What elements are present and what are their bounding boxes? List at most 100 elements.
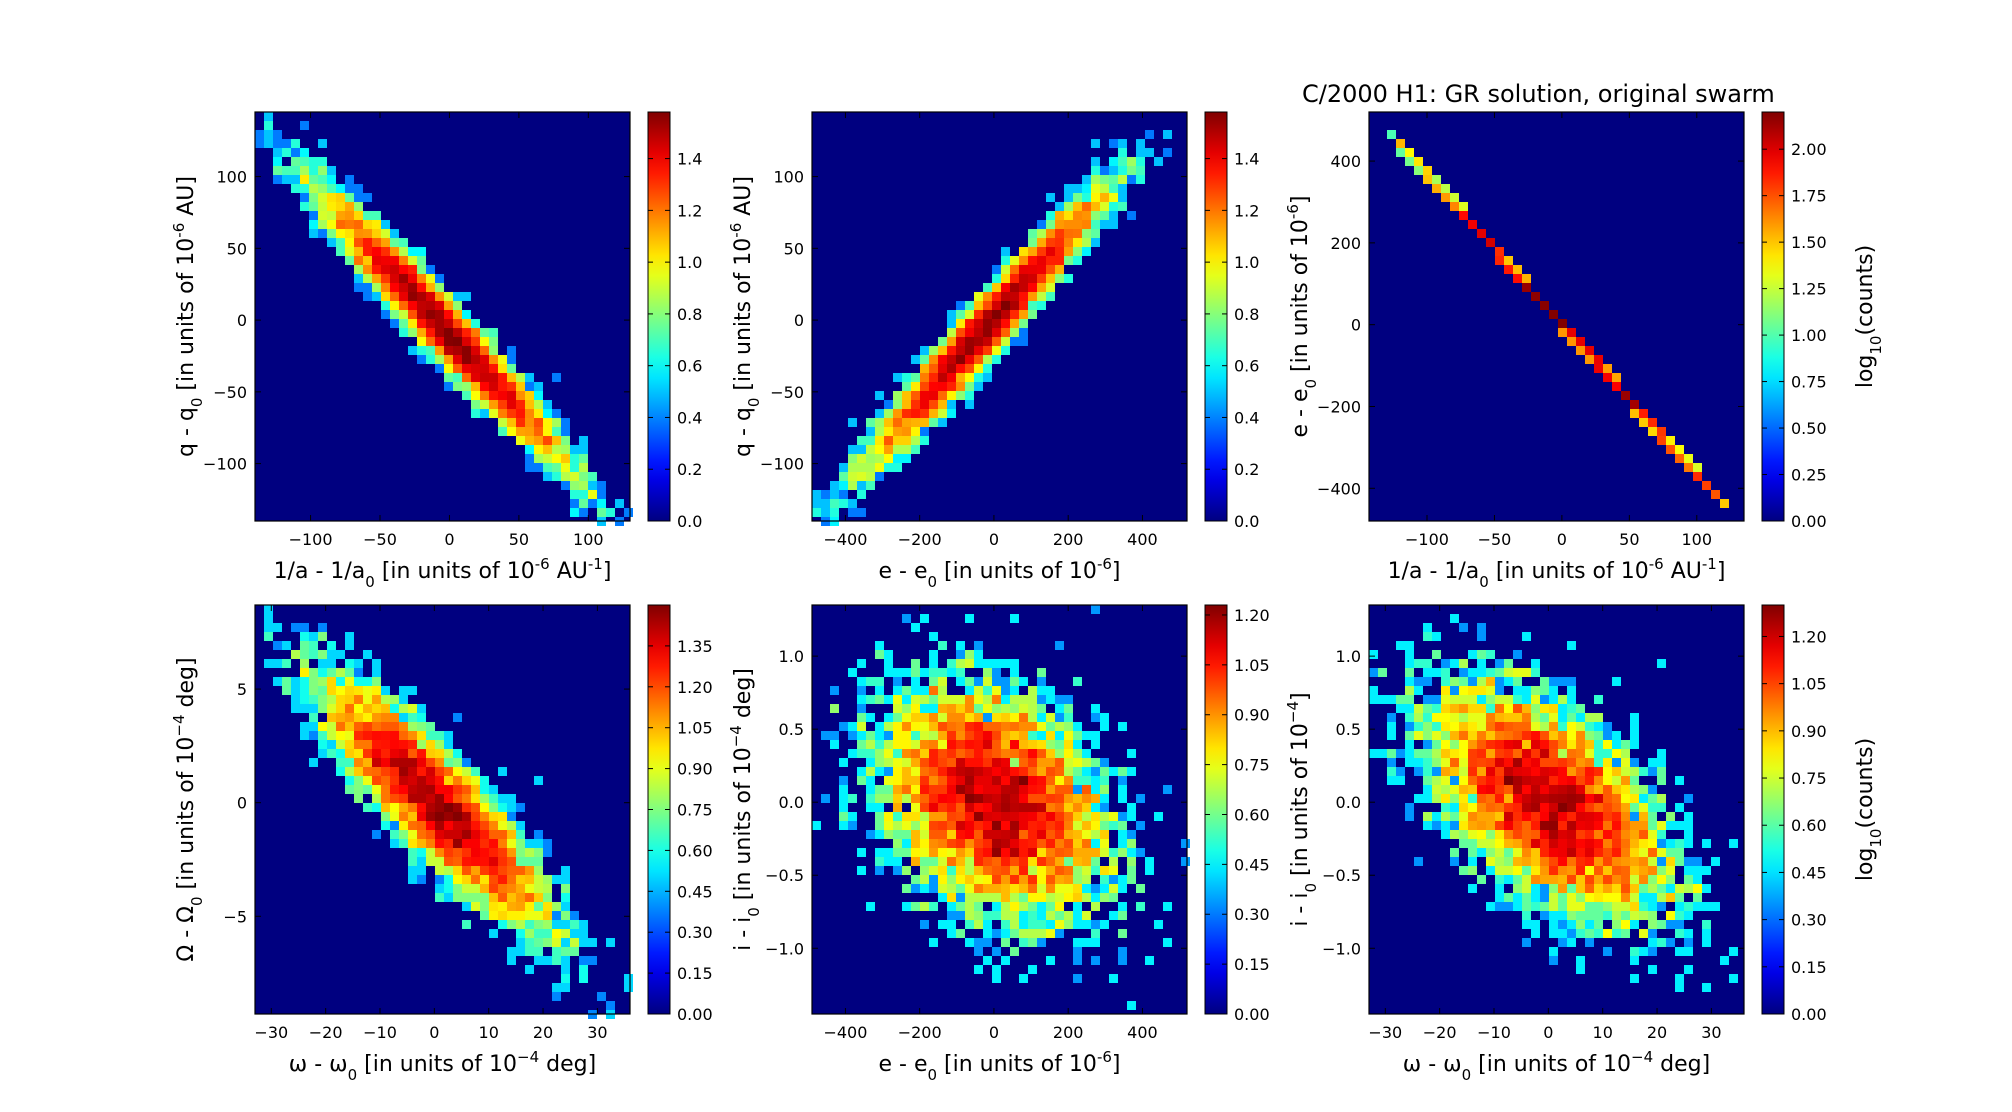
density-cell bbox=[1405, 157, 1414, 166]
density-cell bbox=[902, 722, 911, 731]
density-cell bbox=[552, 911, 561, 920]
density-cell bbox=[866, 758, 875, 767]
density-cell bbox=[552, 956, 561, 965]
density-cell bbox=[1477, 677, 1486, 686]
density-cell bbox=[1477, 740, 1486, 749]
density-cell bbox=[1504, 677, 1513, 686]
x-tick-label: 100 bbox=[573, 530, 604, 549]
x-tick-label: 0 bbox=[1557, 530, 1567, 549]
density-cell bbox=[1019, 695, 1028, 704]
density-cell bbox=[821, 490, 830, 499]
density-cell bbox=[1630, 884, 1639, 893]
density-cell bbox=[426, 803, 435, 812]
density-cell bbox=[462, 373, 471, 382]
density-cell bbox=[444, 767, 453, 776]
density-cell bbox=[552, 472, 561, 481]
density-cell bbox=[1055, 758, 1064, 767]
y-tick-label: −0.5 bbox=[765, 866, 804, 885]
density-cell bbox=[1082, 911, 1091, 920]
density-cell bbox=[1136, 794, 1145, 803]
density-cell bbox=[543, 409, 552, 418]
density-cell bbox=[1019, 274, 1028, 283]
density-cell bbox=[992, 283, 1001, 292]
colorbar-tick-label: 1.2 bbox=[677, 201, 702, 220]
density-cell bbox=[965, 713, 974, 722]
density-cell bbox=[1046, 776, 1055, 785]
colorbar-tick-label: 0.90 bbox=[1791, 722, 1827, 741]
density-cell bbox=[453, 767, 462, 776]
density-cell bbox=[929, 884, 938, 893]
density-cell bbox=[1046, 839, 1055, 848]
density-cell bbox=[1486, 677, 1495, 686]
density-cell bbox=[435, 274, 444, 283]
density-cell bbox=[327, 677, 336, 686]
density-cell bbox=[300, 695, 309, 704]
density-cell bbox=[327, 184, 336, 193]
density-cell bbox=[1567, 830, 1576, 839]
density-cell bbox=[857, 713, 866, 722]
density-cell bbox=[911, 677, 920, 686]
density-cell bbox=[1513, 740, 1522, 749]
density-cell bbox=[1441, 677, 1450, 686]
density-cell bbox=[1001, 911, 1010, 920]
density-cell bbox=[354, 202, 363, 211]
colorbar: 0.000.250.500.751.001.251.501.752.00log1… bbox=[1761, 111, 1885, 531]
density-cell bbox=[408, 740, 417, 749]
density-cell bbox=[956, 767, 965, 776]
density-cell bbox=[929, 632, 938, 641]
density-cell bbox=[983, 839, 992, 848]
density-cell bbox=[1010, 256, 1019, 265]
density-cell bbox=[974, 740, 983, 749]
density-cell bbox=[417, 265, 426, 274]
density-cell bbox=[965, 614, 974, 623]
density-cell bbox=[1001, 749, 1010, 758]
density-cell bbox=[291, 704, 300, 713]
density-cell bbox=[893, 454, 902, 463]
density-cell bbox=[1594, 776, 1603, 785]
density-cell bbox=[453, 803, 462, 812]
density-cell bbox=[417, 247, 426, 256]
density-cell bbox=[1495, 695, 1504, 704]
density-cell bbox=[444, 803, 453, 812]
density-cell bbox=[417, 857, 426, 866]
density-cell bbox=[381, 713, 390, 722]
density-cell bbox=[390, 839, 399, 848]
density-cell bbox=[471, 839, 480, 848]
density-cell bbox=[1010, 785, 1019, 794]
density-cell bbox=[1046, 274, 1055, 283]
density-cell bbox=[920, 382, 929, 391]
density-cell bbox=[417, 355, 426, 364]
density-cell bbox=[1091, 821, 1100, 830]
density-cell bbox=[992, 677, 1001, 686]
density-cell bbox=[1046, 911, 1055, 920]
density-cell bbox=[1010, 686, 1019, 695]
density-cell bbox=[1064, 848, 1073, 857]
density-cell bbox=[1540, 749, 1549, 758]
density-cell bbox=[1513, 875, 1522, 884]
density-cell bbox=[1082, 794, 1091, 803]
x-tick-label: −10 bbox=[1477, 1023, 1511, 1042]
density-cell bbox=[399, 238, 408, 247]
density-cell bbox=[480, 812, 489, 821]
density-cell bbox=[1630, 722, 1639, 731]
density-cell bbox=[1055, 695, 1064, 704]
density-cell bbox=[965, 857, 974, 866]
density-cell bbox=[1630, 947, 1639, 956]
density-cell bbox=[372, 265, 381, 274]
density-cell bbox=[875, 445, 884, 454]
density-cell bbox=[534, 400, 543, 409]
density-cell bbox=[965, 839, 974, 848]
density-cell bbox=[1028, 238, 1037, 247]
density-cell bbox=[1522, 884, 1531, 893]
density-cell bbox=[1504, 902, 1513, 911]
density-cell bbox=[1091, 220, 1100, 229]
density-cell bbox=[1019, 848, 1028, 857]
density-cell bbox=[974, 364, 983, 373]
density-cell bbox=[417, 749, 426, 758]
density-cell bbox=[1450, 758, 1459, 767]
density-cell bbox=[956, 659, 965, 668]
density-cell bbox=[1028, 875, 1037, 884]
y-tick-label: 0 bbox=[237, 794, 247, 813]
density-cell bbox=[830, 740, 839, 749]
density-cell bbox=[1423, 785, 1432, 794]
